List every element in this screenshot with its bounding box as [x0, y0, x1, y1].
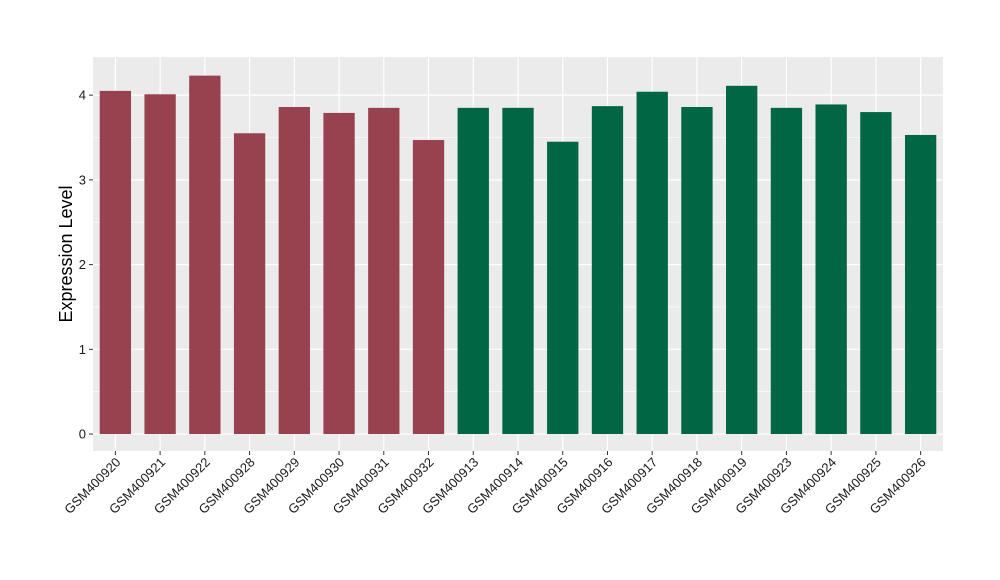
bars-group: [99, 75, 937, 435]
bar-gsm400915: [547, 141, 579, 435]
y-axis-title: Expression Level: [56, 185, 76, 322]
y-axis: 0 1 2 3 4: [79, 88, 93, 442]
bar-gsm400931: [368, 107, 400, 435]
y-tick-label: 3: [79, 172, 86, 187]
bar-gsm400925: [860, 112, 892, 435]
bar-gsm400919: [726, 85, 758, 435]
bar-gsm400923: [770, 107, 803, 435]
bar-gsm400922: [189, 75, 221, 435]
x-axis: GSM400920GSM400921GSM400922GSM400928GSM4…: [61, 451, 929, 517]
bar-gsm400913: [457, 107, 489, 435]
bar-gsm400918: [681, 106, 713, 435]
y-tick-label: 2: [79, 257, 86, 272]
bar-gsm400916: [591, 106, 624, 435]
bar-gsm400924: [815, 104, 847, 435]
bar-gsm400926: [904, 134, 937, 435]
bar-gsm400932: [412, 140, 445, 435]
bar-gsm400929: [278, 106, 310, 435]
bar-gsm400917: [636, 91, 668, 435]
bar-gsm400920: [99, 90, 132, 435]
y-tick-label: 0: [79, 427, 86, 442]
bar-gsm400930: [323, 112, 355, 435]
y-tick-label: 1: [79, 342, 86, 357]
bar-gsm400921: [144, 94, 176, 435]
bar-gsm400928: [233, 133, 266, 435]
bar-gsm400914: [502, 107, 534, 435]
y-tick-label: 4: [79, 88, 86, 103]
